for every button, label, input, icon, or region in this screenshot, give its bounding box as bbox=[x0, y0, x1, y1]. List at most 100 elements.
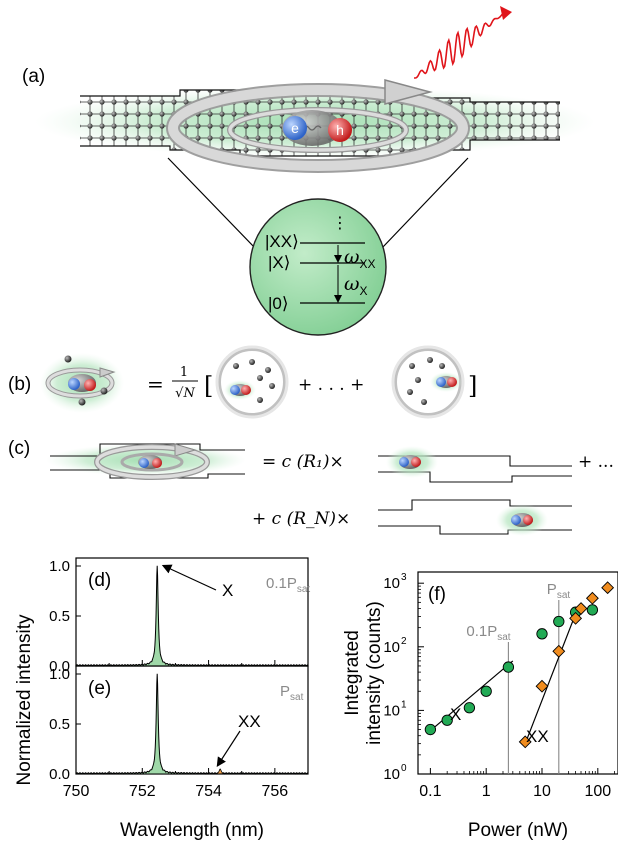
expansion-more: + ... bbox=[578, 452, 614, 472]
marker-x bbox=[502, 661, 515, 673]
expansion-term-n: + c (R_N)× bbox=[252, 509, 350, 529]
marker-x bbox=[463, 702, 476, 714]
saturation-label: 0.1Psat bbox=[466, 623, 510, 643]
omega-x-label: ωX bbox=[344, 273, 368, 298]
zoom-line-left bbox=[167, 157, 256, 249]
ytick-label: 10 bbox=[383, 702, 400, 719]
panel-label-a: (a) bbox=[22, 66, 45, 87]
peak-annotation-d: X bbox=[222, 581, 233, 600]
ellipsis-plus: + . . . + bbox=[298, 375, 364, 395]
peak-arrow-d bbox=[161, 564, 217, 591]
axes-d: 0.0 0.5 1.0 bbox=[49, 558, 276, 675]
basis-state-n bbox=[391, 345, 465, 419]
power-label-e: Psat bbox=[280, 683, 304, 703]
bracket-close: ] bbox=[468, 372, 477, 400]
level-ground-label: |0⟩ bbox=[268, 294, 289, 313]
frac-denominator: √N bbox=[175, 386, 195, 401]
panel-label-c: (c) bbox=[8, 438, 30, 459]
xtick-label: 756 bbox=[262, 783, 289, 800]
xx-annotation-e: XX bbox=[238, 712, 261, 731]
ytick-label: 0.0 bbox=[49, 658, 70, 675]
marker-xx bbox=[569, 611, 583, 625]
ytick-label: 10 bbox=[383, 766, 400, 783]
spectra-panels: Normalized intensity (d) 0.1Psat 0.0 0.5 1… bbox=[14, 557, 310, 841]
shared-ylabel: Normalized intensity bbox=[14, 614, 35, 786]
marker-x bbox=[424, 723, 437, 736]
xlabel-f: Power (nW) bbox=[468, 820, 568, 841]
marker-xx bbox=[552, 644, 566, 658]
saturation-lines: 0.1Psat Psat bbox=[466, 581, 570, 774]
energy-level-sphere bbox=[249, 198, 387, 336]
localized-state-1 bbox=[378, 446, 572, 483]
saturation-label: Psat bbox=[547, 581, 571, 601]
hole bbox=[328, 118, 352, 142]
xtick-label: 0.1 bbox=[419, 783, 441, 800]
fit-line bbox=[524, 613, 577, 744]
panel-b: (b) = 1 √N [ + . . . + bbox=[8, 345, 477, 419]
ytick-exponent: 0 bbox=[401, 763, 407, 774]
power-label-d: 0.1Psat bbox=[266, 575, 310, 595]
ytick-label: 0.5 bbox=[49, 716, 70, 733]
electron bbox=[283, 116, 307, 140]
ytick-exponent: 2 bbox=[401, 636, 407, 647]
hole-label: h bbox=[336, 122, 344, 138]
power-panel: (f) Integrated intensity (counts) Power … bbox=[342, 571, 618, 841]
xtick-label: 1 bbox=[482, 783, 491, 800]
ytick-exponent: 3 bbox=[401, 572, 407, 583]
marker-xx bbox=[535, 679, 549, 693]
marker-x bbox=[586, 604, 599, 616]
marker-x bbox=[553, 615, 565, 628]
level-x-label: |X⟩ bbox=[268, 253, 290, 272]
marker-x bbox=[536, 628, 548, 640]
ytick-label: 0.5 bbox=[49, 608, 70, 625]
bracket-open: [ bbox=[204, 372, 213, 400]
panel-a: (a) e h bbox=[22, 6, 595, 336]
localized-state-n bbox=[378, 499, 572, 536]
level-xx-label: |XX⟩ bbox=[265, 232, 299, 251]
expansion-term-1: = c (R₁)× bbox=[262, 452, 344, 472]
axes-e: 0.0 0.5 1.0 750 752 754 756 bbox=[49, 666, 288, 800]
series-label-x: X bbox=[450, 705, 461, 724]
marker-xx bbox=[601, 581, 615, 595]
xtick-label: 100 bbox=[584, 783, 611, 800]
ylabel-f-line2: intensity (counts) bbox=[364, 601, 385, 745]
ytick-exponent: 1 bbox=[401, 699, 407, 710]
electron-label: e bbox=[291, 120, 299, 136]
marker-xx bbox=[518, 735, 532, 749]
ytick-label: 1.0 bbox=[49, 558, 70, 575]
emitted-photon bbox=[414, 6, 512, 79]
plot-frame-f bbox=[417, 571, 618, 775]
panel-c: (c) = c (R₁)× + ... + c (R_N)× bbox=[8, 438, 614, 536]
panel-label-f: (f) bbox=[428, 584, 446, 605]
equals-sign: = bbox=[147, 372, 164, 396]
xtick-label: 10 bbox=[533, 783, 551, 800]
zoom-line-right bbox=[381, 157, 469, 249]
xtick-label: 754 bbox=[195, 783, 222, 800]
data-markers bbox=[424, 581, 615, 749]
ytick-label: 10 bbox=[383, 639, 400, 656]
marker-xx bbox=[574, 602, 588, 615]
panel-label-b: (b) bbox=[8, 374, 31, 395]
ytick-label: 0.0 bbox=[49, 766, 70, 783]
spectrum-e-xx bbox=[214, 768, 226, 775]
xlabel-e: Wavelength (nm) bbox=[120, 820, 264, 841]
xtick-label: 750 bbox=[63, 783, 90, 800]
xtick-label: 752 bbox=[129, 783, 156, 800]
basis-state-1 bbox=[215, 345, 289, 419]
marker-x bbox=[441, 714, 453, 726]
energy-levels: ⋮ |XX⟩ |X⟩ |0⟩ ωXX ωX bbox=[265, 213, 376, 313]
exciton: e h bbox=[282, 110, 352, 146]
ytick-label: 10 bbox=[383, 575, 400, 592]
panel-label-d: (d) bbox=[88, 570, 111, 591]
panel-label-e: (e) bbox=[88, 678, 111, 699]
frac-numerator: 1 bbox=[180, 365, 188, 380]
ytick-label: 1.0 bbox=[49, 666, 70, 683]
ylabel-f-line1: Integrated bbox=[342, 630, 363, 716]
series-label-xx: XX bbox=[526, 727, 549, 746]
rotation-arrow bbox=[166, 79, 470, 173]
spectrum-e bbox=[75, 673, 309, 775]
level-dots: ⋮ bbox=[332, 213, 348, 232]
marker-xx bbox=[585, 591, 599, 605]
